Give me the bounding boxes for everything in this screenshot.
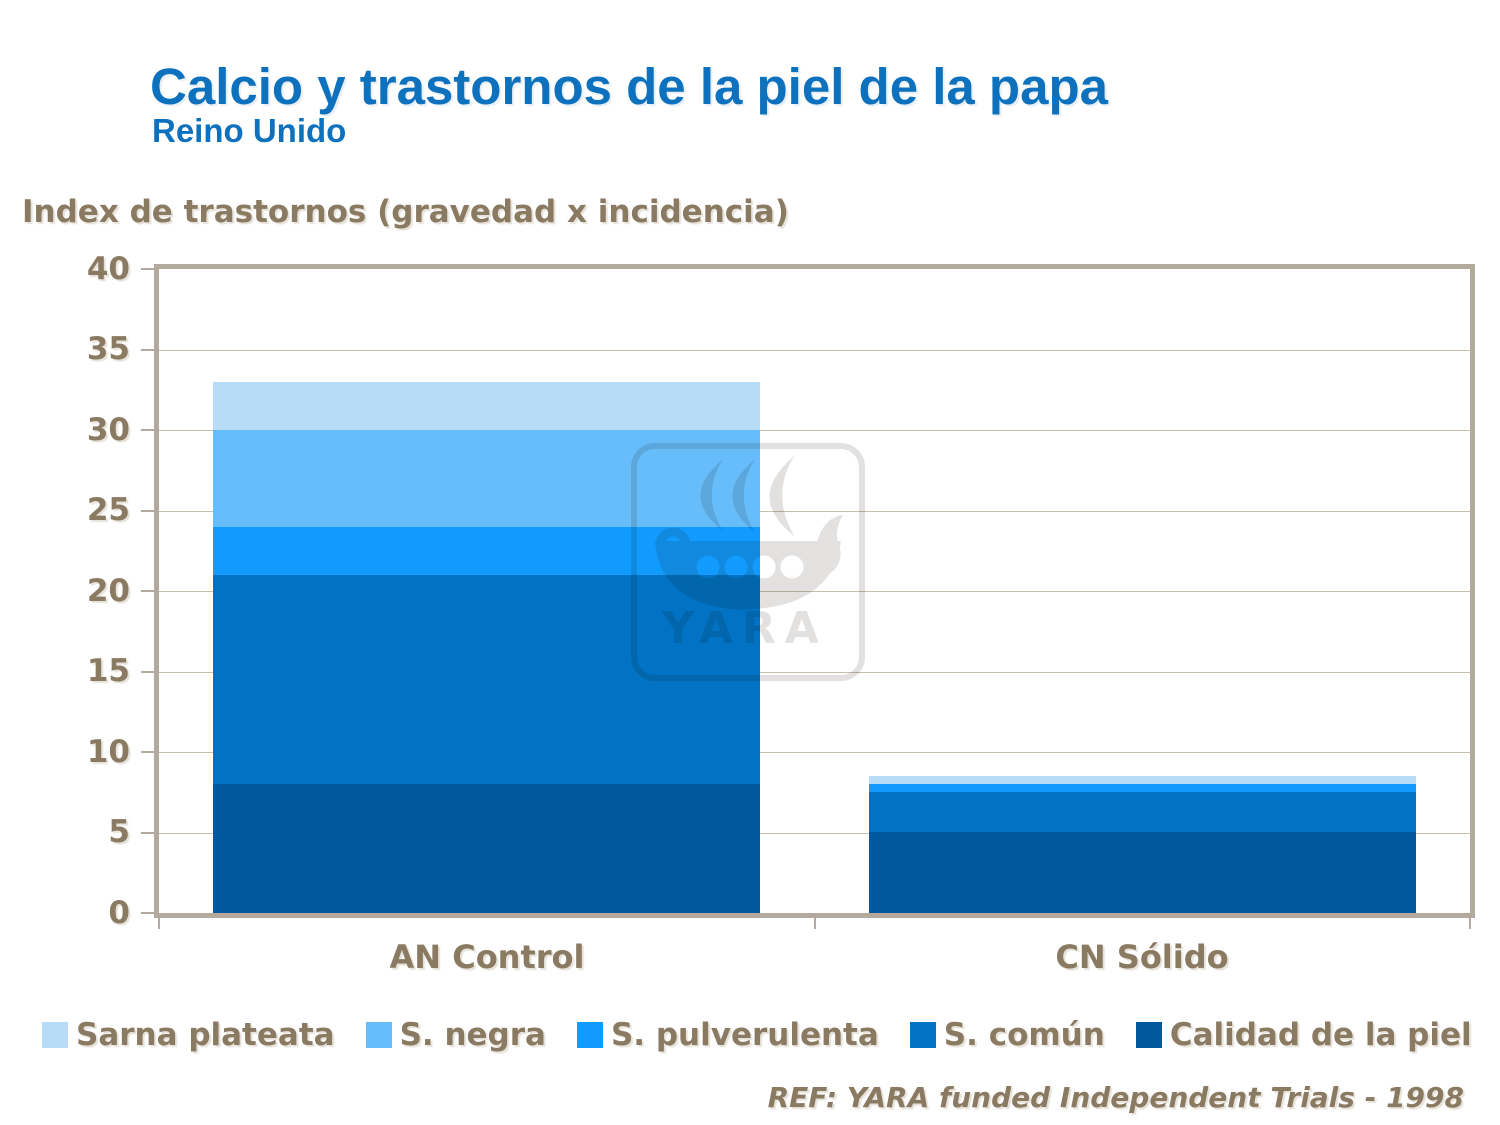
- y-axis-tick: [141, 429, 154, 431]
- gridline: [159, 672, 1470, 673]
- y-axis-tick: [141, 349, 154, 351]
- y-axis-tick: [141, 510, 154, 512]
- shield-hole: [696, 555, 720, 579]
- legend-item: Sarna plateata: [42, 1017, 335, 1053]
- shield-hole: [724, 555, 748, 579]
- y-axis-label: 40: [86, 251, 130, 287]
- yara-watermark: YARA: [631, 443, 865, 681]
- gridline: [159, 511, 1470, 512]
- plot-area: [154, 264, 1475, 918]
- source-reference: REF: YARA funded Independent Trials - 19…: [767, 1081, 1464, 1114]
- watermark-text: YARA: [661, 603, 828, 654]
- y-axis-label: 30: [86, 412, 130, 448]
- gridline: [159, 430, 1470, 431]
- dragon-head-icon: [817, 515, 843, 575]
- legend-item: Calidad de la piel: [1135, 1017, 1472, 1053]
- gridline: [159, 752, 1470, 753]
- y-axis-tick: [141, 751, 154, 753]
- legend-swatch: [365, 1022, 392, 1048]
- plot-inner: [159, 269, 1470, 913]
- legend-label: Calidad de la piel: [1169, 1017, 1472, 1053]
- sail-icon: [769, 455, 795, 537]
- y-axis-label: 15: [86, 653, 130, 689]
- x-axis-label: CN Sólido: [1055, 938, 1229, 976]
- shield-hole: [752, 555, 776, 579]
- y-axis-tick: [141, 671, 154, 673]
- x-axis-tick: [1469, 918, 1471, 929]
- y-axis-tick: [141, 268, 154, 270]
- sail-icon: [700, 459, 723, 531]
- bar-segment-s-pulverulenta: [869, 784, 1416, 792]
- x-axis-tick: [158, 918, 160, 929]
- bar-segment-sarna-plateata: [869, 776, 1416, 784]
- legend-label: Sarna plateata: [76, 1017, 335, 1053]
- legend-item: S. común: [909, 1017, 1105, 1053]
- y-axis-label: 10: [86, 734, 130, 770]
- y-axis-label: 25: [86, 492, 130, 528]
- y-axis-tick: [141, 912, 154, 914]
- legend-swatch: [1135, 1022, 1162, 1048]
- chart-title: Calcio y trastornos de la piel de la pap…: [150, 58, 1108, 115]
- bar-segment-calidad-de-la-piel: [869, 832, 1416, 913]
- x-axis-tick: [814, 918, 816, 929]
- chart-subtitle: Reino Unido: [152, 112, 347, 149]
- gridline: [159, 833, 1470, 834]
- y-axis-label: 5: [108, 814, 130, 850]
- tail-icon: [655, 527, 691, 563]
- bar-segment-calidad-de-la-piel: [213, 784, 760, 913]
- bar-an-control: [213, 269, 760, 913]
- legend-label: S. común: [943, 1017, 1105, 1053]
- bar-segment-s-común: [869, 792, 1416, 832]
- legend-swatch: [909, 1022, 936, 1048]
- y-axis-label: 20: [86, 573, 130, 609]
- bar-cn-s-lido: [869, 269, 1416, 913]
- gridline: [159, 591, 1470, 592]
- y-axis-tick: [141, 832, 154, 834]
- gridline: [159, 350, 1470, 351]
- y-axis-label: 35: [86, 331, 130, 367]
- legend: Sarna plateata S. negra S. pulverulenta S. …: [42, 1012, 1492, 1058]
- legend-swatch: [576, 1022, 603, 1048]
- legend-swatch: [42, 1022, 68, 1048]
- legend-label: S. negra: [399, 1017, 546, 1053]
- legend-label: S. pulverulenta: [610, 1017, 879, 1053]
- y-axis-tick: [141, 590, 154, 592]
- y-axis-title: Index de trastornos (gravedad x incidenc…: [22, 194, 789, 230]
- legend-item: S. pulverulenta: [576, 1017, 879, 1053]
- shield-hole: [780, 555, 804, 579]
- x-axis-label: AN Control: [389, 938, 585, 976]
- sail-icon: [732, 459, 755, 533]
- legend-item: S. negra: [365, 1017, 546, 1053]
- bar-segment-sarna-plateata: [213, 382, 760, 430]
- viking-ship-logo-icon: YARA: [655, 455, 843, 654]
- y-axis-label: 0: [108, 895, 130, 931]
